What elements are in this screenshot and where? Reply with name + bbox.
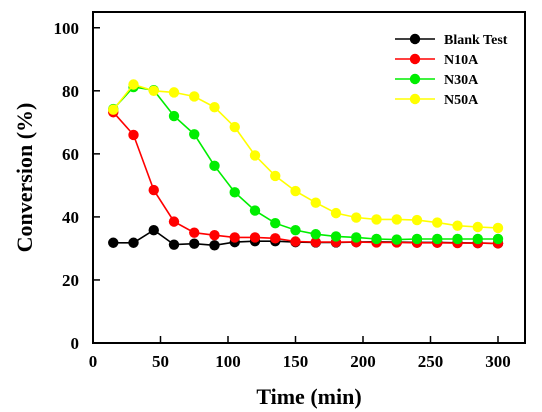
- y-tick-label: 20: [62, 271, 79, 290]
- x-tick-label: 50: [152, 352, 169, 371]
- data-point: [148, 184, 159, 196]
- legend-marker: [409, 33, 421, 45]
- data-point: [128, 129, 139, 141]
- data-point: [168, 216, 180, 227]
- data-point: [452, 233, 463, 245]
- data-point: [290, 236, 301, 247]
- data-point: [189, 129, 200, 140]
- x-tick-label: 250: [418, 352, 444, 371]
- data-point: [330, 207, 342, 219]
- legend-label: Blank Test: [444, 33, 508, 48]
- series-n50a: [108, 79, 504, 234]
- data-point: [128, 237, 139, 248]
- data-point: [168, 239, 180, 250]
- data-point: [249, 150, 261, 161]
- data-point: [371, 233, 382, 245]
- data-point: [330, 231, 342, 242]
- legend-item: N10A: [395, 53, 479, 68]
- data-point: [351, 212, 362, 223]
- data-point: [411, 233, 423, 245]
- data-point: [472, 233, 483, 245]
- y-tick-label: 0: [71, 334, 80, 353]
- data-point: [290, 185, 301, 197]
- data-point: [209, 160, 220, 172]
- data-point: [249, 232, 261, 243]
- data-point: [168, 87, 180, 98]
- data-point: [391, 234, 402, 245]
- legend-item: N30A: [395, 73, 479, 88]
- x-tick-label: 0: [89, 352, 98, 371]
- data-point: [270, 170, 281, 182]
- legend-label: N30A: [444, 73, 479, 88]
- y-tick-label: 60: [62, 145, 79, 164]
- data-point: [229, 187, 240, 198]
- y-tick-label: 40: [62, 208, 79, 227]
- data-point: [108, 104, 119, 115]
- data-point: [472, 221, 483, 233]
- x-tick-label: 300: [485, 352, 511, 371]
- axes: 0 50 100 150 200 250 300 0 20 40 60 80 100: [54, 11, 526, 371]
- data-point: [371, 214, 382, 225]
- legend-label: N10A: [444, 53, 479, 68]
- data-point: [310, 236, 321, 248]
- data-point: [310, 197, 321, 208]
- data-point: [249, 205, 261, 216]
- legend-marker: [409, 53, 421, 65]
- legend-label: N50A: [444, 93, 479, 108]
- data-point: [128, 79, 139, 90]
- data-point: [452, 220, 463, 231]
- plot-frame: [92, 11, 526, 344]
- data-point: [189, 227, 200, 238]
- y-tick-label: 100: [54, 19, 80, 38]
- series-layer: [108, 79, 504, 251]
- data-point: [168, 110, 180, 122]
- data-point: [189, 238, 200, 249]
- y-tick-label: 80: [62, 82, 79, 101]
- legend: Blank Test N10A N30A N50A: [395, 33, 508, 108]
- data-point: [310, 229, 321, 240]
- data-point: [209, 102, 220, 113]
- data-point: [432, 217, 443, 228]
- x-tick-label: 100: [215, 352, 241, 371]
- x-axis-title: Time (min): [256, 384, 361, 409]
- data-point: [492, 233, 504, 245]
- data-point: [209, 240, 220, 251]
- series-n10a: [108, 107, 504, 249]
- data-point: [270, 218, 281, 229]
- data-point: [229, 121, 240, 133]
- x-tick-label: 150: [283, 352, 309, 371]
- data-point: [108, 237, 119, 248]
- x-tick-label: 200: [350, 352, 376, 371]
- series-line: [112, 83, 499, 229]
- data-point: [432, 233, 443, 245]
- legend-marker: [409, 93, 421, 105]
- data-point: [351, 232, 362, 243]
- data-point: [189, 91, 200, 102]
- data-point: [209, 229, 220, 241]
- data-point: [148, 85, 159, 97]
- data-point: [492, 222, 504, 234]
- y-axis-title: Conversion (%): [12, 103, 37, 253]
- legend-item: N50A: [395, 93, 479, 108]
- data-point: [411, 214, 423, 226]
- data-point: [391, 214, 402, 225]
- data-point: [270, 233, 281, 244]
- series-blank-test: [108, 224, 504, 251]
- legend-item: Blank Test: [395, 33, 508, 48]
- data-point: [290, 224, 301, 236]
- data-point: [229, 232, 240, 243]
- legend-marker: [409, 73, 421, 85]
- data-point: [148, 224, 159, 236]
